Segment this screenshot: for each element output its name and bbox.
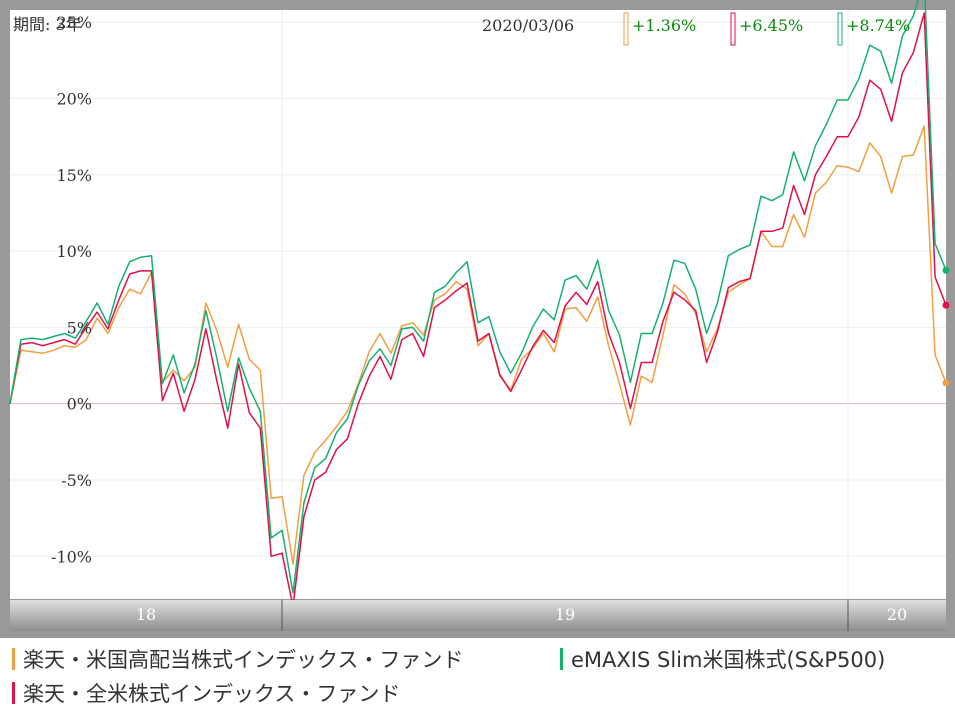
series-end-point-1 (942, 301, 950, 309)
readout-value-2: +8.74% (846, 16, 910, 35)
legend-swatch (560, 648, 563, 670)
legend: 楽天・米国高配当株式インデックス・ファンド eMAXIS Slim米国株式(S&… (0, 640, 955, 714)
date-label: 2020/03/06 (482, 16, 574, 35)
readout-marker-1 (730, 12, 736, 46)
series-line-2 (9, 0, 947, 594)
legend-item-rakuten-total-us[interactable]: 楽天・全米株式インデックス・ファンド (12, 678, 400, 708)
series-layer (9, 0, 950, 608)
legend-label: 楽天・全米株式インデックス・ファンド (23, 682, 401, 706)
y-tick-label: -5% (61, 471, 92, 490)
legend-swatch (12, 648, 15, 670)
x-year-label: 18 (136, 605, 156, 624)
x-year-label: 19 (555, 605, 575, 624)
x-axis-band: 18 19 20 (10, 600, 946, 631)
period-label: 期間: 3年 (13, 15, 82, 34)
y-tick-label: 0% (67, 395, 92, 414)
readout-value-0: +1.36% (632, 16, 696, 35)
y-tick-label: 20% (56, 90, 92, 109)
series-end-point-2 (942, 266, 950, 274)
performance-chart: 25% 20% 15% 10% 5% 0% -5% -10% 期間: 3年 2020/03/0… (0, 0, 955, 638)
plot-background (10, 10, 946, 599)
readout-marker-0 (623, 12, 629, 46)
legend-item-emaxis-slim-sp500[interactable]: eMAXIS Slim米国株式(S&P500) (560, 644, 885, 674)
y-tick-label: 10% (56, 242, 92, 261)
y-axis-labels: 25% 20% 15% 10% 5% 0% -5% -10% (51, 13, 92, 566)
y-tick-label: 5% (67, 318, 92, 337)
readout-marker-2 (837, 12, 843, 46)
chart-frame: 25% 20% 15% 10% 5% 0% -5% -10% 期間: 3年 2020/03/0… (0, 0, 955, 638)
series-line-1 (9, 12, 947, 608)
readout-value-1: +6.45% (739, 16, 803, 35)
series-line-0 (9, 125, 947, 565)
value-readouts: +1.36% +6.45% +8.74% (623, 12, 910, 46)
legend-swatch (12, 682, 15, 704)
x-year-label: 20 (887, 605, 907, 624)
grid-lines (10, 10, 946, 599)
x-axis-band-bg (10, 600, 946, 631)
legend-label: eMAXIS Slim米国株式(S&P500) (571, 648, 886, 672)
y-tick-label: -10% (51, 547, 92, 566)
legend-label: 楽天・米国高配当株式インデックス・ファンド (23, 648, 464, 672)
y-tick-label: 25% (56, 13, 92, 32)
y-tick-label: 15% (56, 166, 92, 185)
series-end-point-0 (942, 379, 950, 387)
legend-item-rakuten-high-dividend[interactable]: 楽天・米国高配当株式インデックス・ファンド (12, 644, 463, 674)
